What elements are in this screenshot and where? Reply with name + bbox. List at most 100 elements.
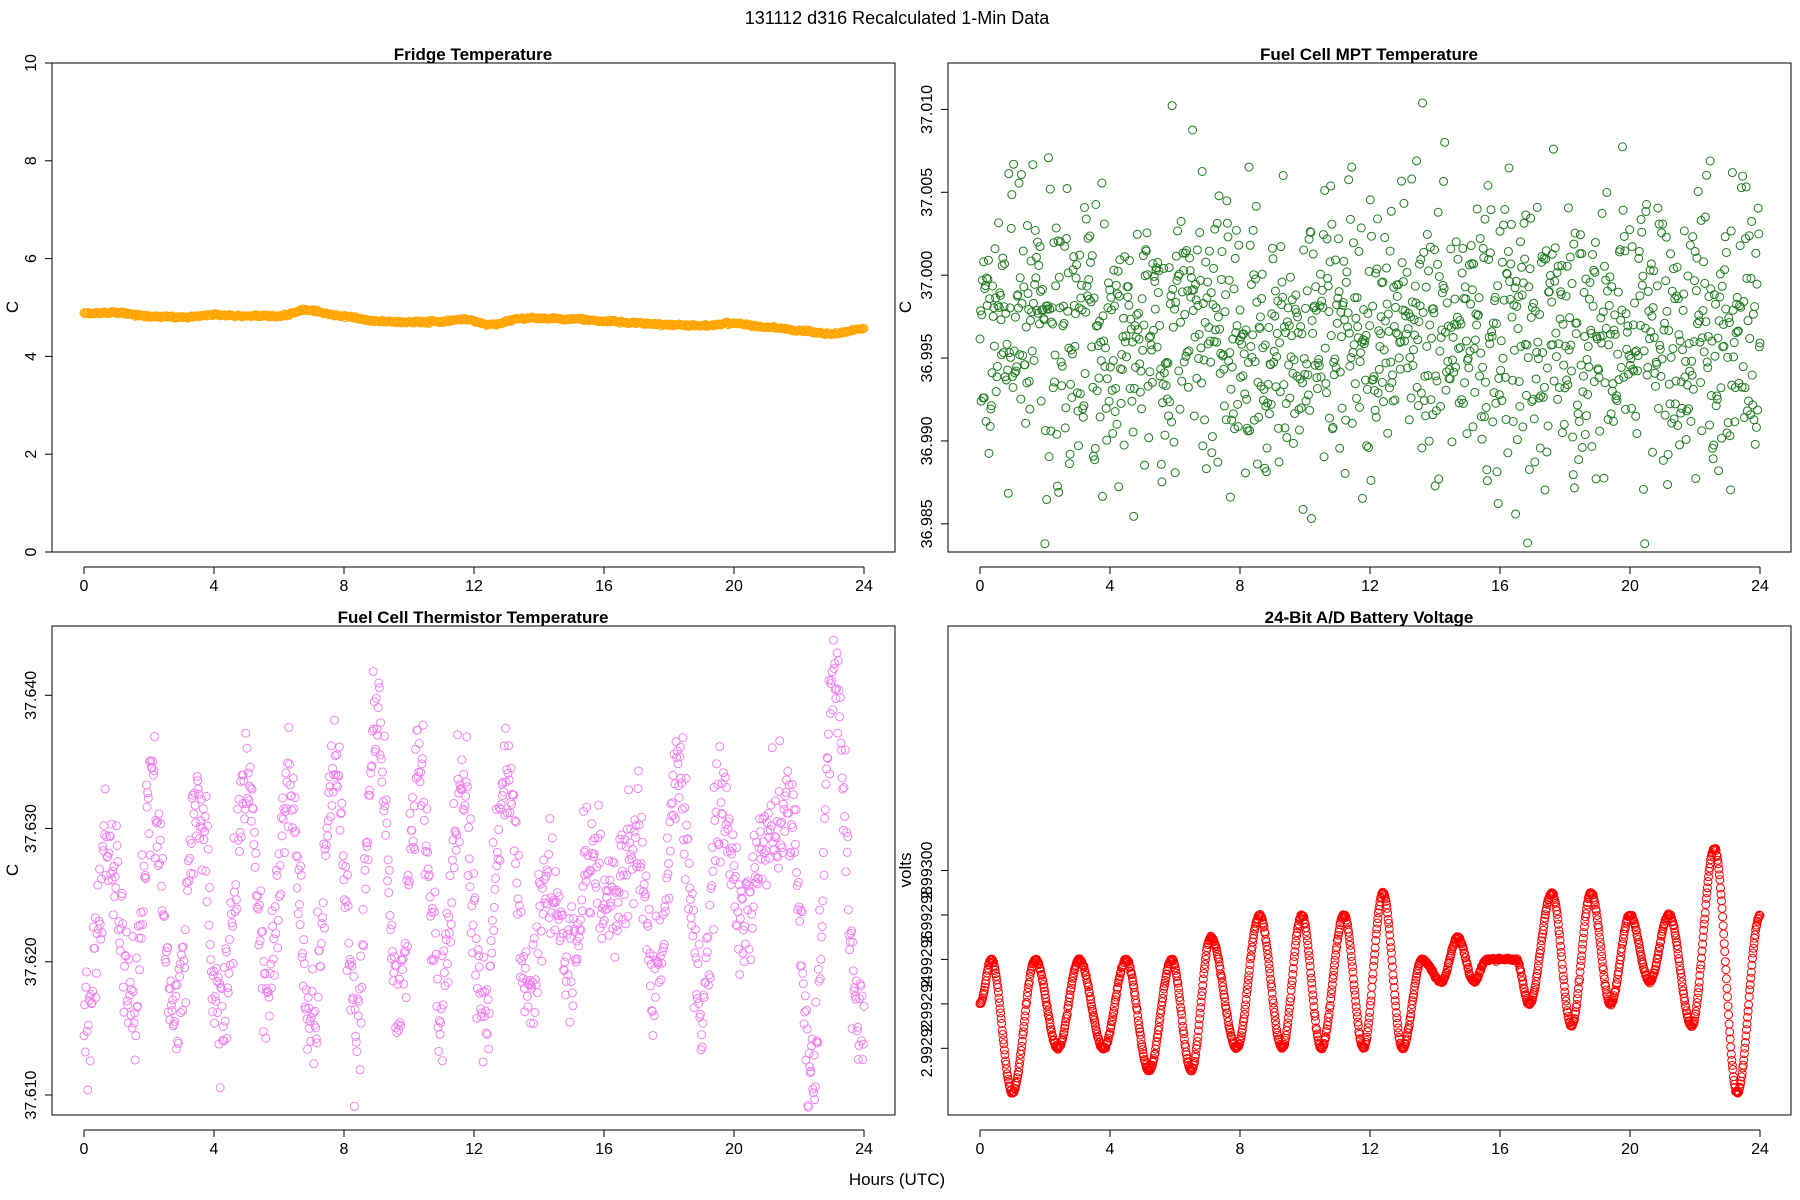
data-point <box>90 943 100 953</box>
y-tick-label: 37.610 <box>23 1070 40 1119</box>
data-point <box>221 944 231 954</box>
data-point <box>1386 948 1396 958</box>
data-point <box>1114 482 1124 492</box>
data-point <box>243 768 253 778</box>
data-point <box>1650 368 1660 378</box>
data-point <box>1578 387 1588 397</box>
data-point <box>1402 267 1412 277</box>
data-point <box>818 848 828 858</box>
data-point <box>610 887 620 897</box>
data-point <box>115 938 125 948</box>
data-point <box>988 281 998 291</box>
data-point <box>1677 403 1687 413</box>
data-point <box>752 837 762 847</box>
data-point <box>1491 319 1501 329</box>
data-point <box>1389 282 1399 292</box>
data-point <box>1205 336 1215 346</box>
data-point <box>765 825 775 835</box>
data-point <box>1248 225 1258 235</box>
data-point <box>502 808 512 818</box>
data-point <box>232 904 242 914</box>
data-point <box>196 794 206 804</box>
data-point <box>520 1007 530 1017</box>
data-point <box>823 753 833 763</box>
data-point <box>206 955 216 965</box>
data-point <box>131 953 141 963</box>
data-point <box>639 886 649 896</box>
data-point <box>244 796 254 806</box>
data-point <box>1445 374 1455 384</box>
data-point <box>647 1006 657 1016</box>
data-point <box>353 1011 363 1021</box>
data-point <box>1540 485 1550 495</box>
data-point <box>1505 277 1515 287</box>
x-tick-label: 0 <box>976 1141 985 1158</box>
data-point <box>1583 389 1593 399</box>
data-point <box>1344 328 1354 338</box>
panel-title: 24-Bit A/D Battery Voltage <box>1265 608 1474 627</box>
data-point <box>268 954 278 964</box>
data-point <box>436 1018 446 1027</box>
data-point <box>1182 347 1192 357</box>
data-point <box>852 1026 862 1036</box>
data-point <box>1720 946 1730 956</box>
data-point <box>203 821 213 831</box>
data-point <box>1694 316 1704 326</box>
data-point <box>1306 227 1316 237</box>
data-point <box>241 799 251 809</box>
data-point <box>457 755 467 765</box>
data-point <box>813 964 823 974</box>
data-point <box>1726 226 1736 236</box>
data-point <box>1216 348 1226 358</box>
data-point <box>361 884 371 894</box>
data-point <box>999 1045 1009 1055</box>
data-point <box>1412 156 1422 166</box>
data-point <box>143 788 153 798</box>
data-point <box>1732 292 1742 302</box>
data-point <box>1640 323 1650 333</box>
data-point <box>341 897 351 907</box>
data-point <box>1104 278 1113 288</box>
data-point <box>1191 295 1201 305</box>
data-point <box>1430 245 1440 255</box>
data-point <box>775 818 785 828</box>
x-tick-label: 12 <box>465 578 483 595</box>
data-point <box>1302 359 1312 369</box>
data-point <box>1108 428 1118 438</box>
data-point <box>333 782 343 792</box>
data-point <box>1511 276 1521 286</box>
data-point <box>1128 427 1138 437</box>
data-point <box>664 859 674 869</box>
data-point <box>1092 386 1102 396</box>
data-point <box>143 793 153 803</box>
data-point <box>830 685 840 695</box>
data-point <box>991 387 1001 397</box>
data-point <box>538 909 548 919</box>
data-point <box>1198 441 1208 451</box>
data-point <box>1572 318 1582 328</box>
data-point <box>1097 178 1107 188</box>
data-point <box>1657 228 1667 238</box>
data-point <box>356 951 366 961</box>
data-point <box>1660 318 1670 328</box>
data-point <box>551 897 561 907</box>
data-point <box>243 793 253 803</box>
data-point <box>1547 297 1557 307</box>
data-point <box>1487 327 1497 337</box>
data-point <box>1014 178 1024 188</box>
data-point <box>1489 388 1499 398</box>
data-point <box>488 838 498 847</box>
data-point <box>845 945 855 955</box>
data-point <box>1027 346 1037 356</box>
data-point <box>1400 336 1410 346</box>
data-point <box>1017 1041 1027 1051</box>
data-point <box>560 990 570 1000</box>
data-point <box>735 970 745 980</box>
data-point <box>690 925 700 935</box>
data-point <box>1630 298 1639 308</box>
data-point <box>220 1016 230 1026</box>
data-point <box>1654 219 1664 229</box>
data-point <box>1176 216 1186 226</box>
data-point <box>1437 288 1447 298</box>
